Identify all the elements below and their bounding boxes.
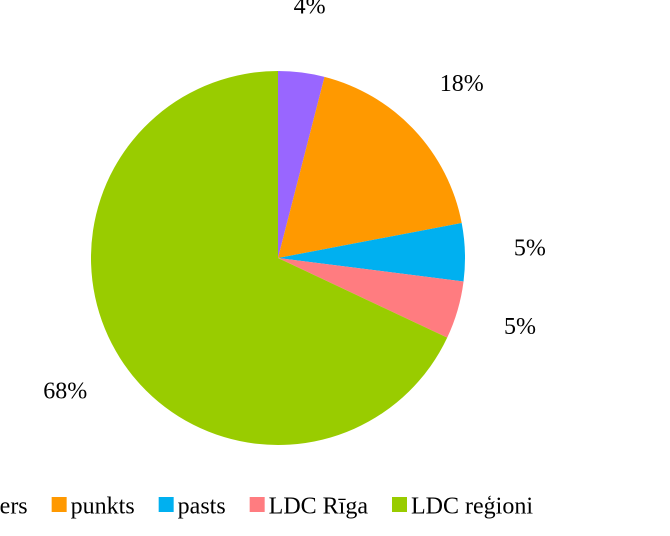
data-label-pasts: 5% [514,236,546,262]
data-label-ldc-riga: 5% [504,314,536,340]
slice-labels: 4% 18% 5% 5% 68% [43,0,546,405]
data-label-kurjers: 4% [294,0,326,20]
legend: kurjers punkts pasts LDC Rīga LDC reģioni [0,494,533,520]
pie-slice-pasts [278,222,466,282]
legend-swatch-punkts [51,497,67,512]
legend-swatch-ldc-riga [249,497,265,512]
legend-item-punkts: punkts [51,494,135,520]
legend-item-kurjers: kurjers [0,494,28,520]
pie-slice-ldc-riga [278,258,464,338]
data-label-ldc-regioni: 68% [43,379,87,405]
pie-slice-punkts [278,76,462,259]
legend-label-ldc-regioni: LDC reģioni [411,494,533,520]
pie-slice-ldc-regioni [90,70,448,446]
legend-label-kurjers: kurjers [0,494,28,520]
legend-item-ldc-regioni: LDC reģioni [392,494,533,520]
legend-item-ldc-riga: LDC Rīga [249,494,369,520]
legend-label-ldc-riga: LDC Rīga [269,494,369,520]
legend-item-pasts: pasts [158,494,226,520]
pie-slices [90,70,466,446]
legend-swatch-ldc-regioni [392,497,407,512]
legend-label-pasts: pasts [178,494,226,520]
legend-label-punkts: punkts [71,494,135,520]
legend-swatch-pasts [158,497,174,512]
data-label-punkts: 18% [440,71,484,97]
pie-slice-kurjers [278,70,325,258]
